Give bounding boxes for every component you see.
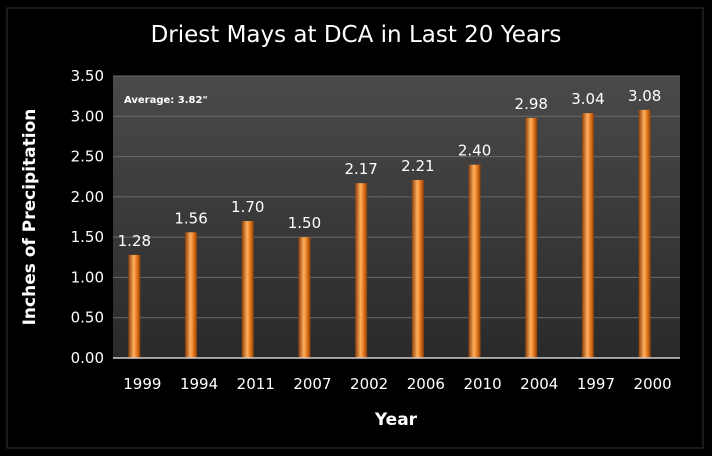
- bar: [241, 221, 254, 358]
- y-axis-title: Inches of Precipitation: [20, 109, 40, 326]
- data-label: 2.21: [401, 157, 434, 175]
- bar: [468, 164, 481, 358]
- chart-title: Driest Mays at DCA in Last 20 Years: [151, 22, 562, 48]
- x-tick-label: 1994: [180, 375, 218, 393]
- x-tick-label: 2007: [293, 375, 331, 393]
- data-label: 3.08: [628, 87, 661, 105]
- average-annotation: Average: 3.82": [124, 95, 208, 106]
- bar: [128, 254, 141, 358]
- x-tick-label: 2006: [407, 375, 445, 393]
- y-axis-ticks: 0.00 0.50 1.00 1.50 2.00 2.50 3.00 3.50: [71, 67, 104, 367]
- data-label: 2.17: [344, 160, 377, 178]
- x-tick-label: 2004: [520, 375, 558, 393]
- y-tick-label: 1.00: [71, 268, 104, 286]
- y-tick-label: 2.50: [71, 148, 104, 166]
- bars: [128, 109, 651, 358]
- data-label: 2.40: [458, 142, 491, 160]
- x-tick-label: 1997: [577, 375, 615, 393]
- y-tick-label: 0.50: [71, 309, 104, 327]
- bar: [411, 179, 424, 358]
- y-tick-label: 3.00: [71, 107, 104, 125]
- bar: [525, 117, 538, 358]
- data-label: 1.56: [174, 209, 207, 227]
- x-tick-label: 2011: [237, 375, 275, 393]
- bar: [638, 109, 651, 358]
- x-axis-ticks: 1999 1994 2011 2007 2002 2006 2010 2004 1997 2000: [123, 375, 671, 393]
- data-label: 1.28: [118, 232, 151, 250]
- data-labels: 1.28 1.56 1.70 1.50 2.17 2.21 2.40 2.98 3.04 3.08: [118, 87, 662, 250]
- bar: [298, 237, 311, 358]
- data-label: 1.70: [231, 198, 264, 216]
- x-tick-label: 1999: [123, 375, 161, 393]
- y-tick-label: 3.50: [71, 67, 104, 85]
- y-tick-label: 2.00: [71, 188, 104, 206]
- data-label: 3.04: [571, 90, 604, 108]
- x-tick-label: 2000: [634, 375, 672, 393]
- data-label: 1.50: [288, 214, 321, 232]
- x-tick-label: 2010: [463, 375, 501, 393]
- bar: [185, 232, 198, 358]
- y-tick-label: 0.00: [71, 349, 104, 367]
- y-tick-label: 1.50: [71, 228, 104, 246]
- bar: [581, 113, 594, 358]
- bar: [355, 183, 368, 358]
- x-axis-title: Year: [374, 410, 418, 430]
- x-tick-label: 2002: [350, 375, 388, 393]
- data-label: 2.98: [515, 95, 548, 113]
